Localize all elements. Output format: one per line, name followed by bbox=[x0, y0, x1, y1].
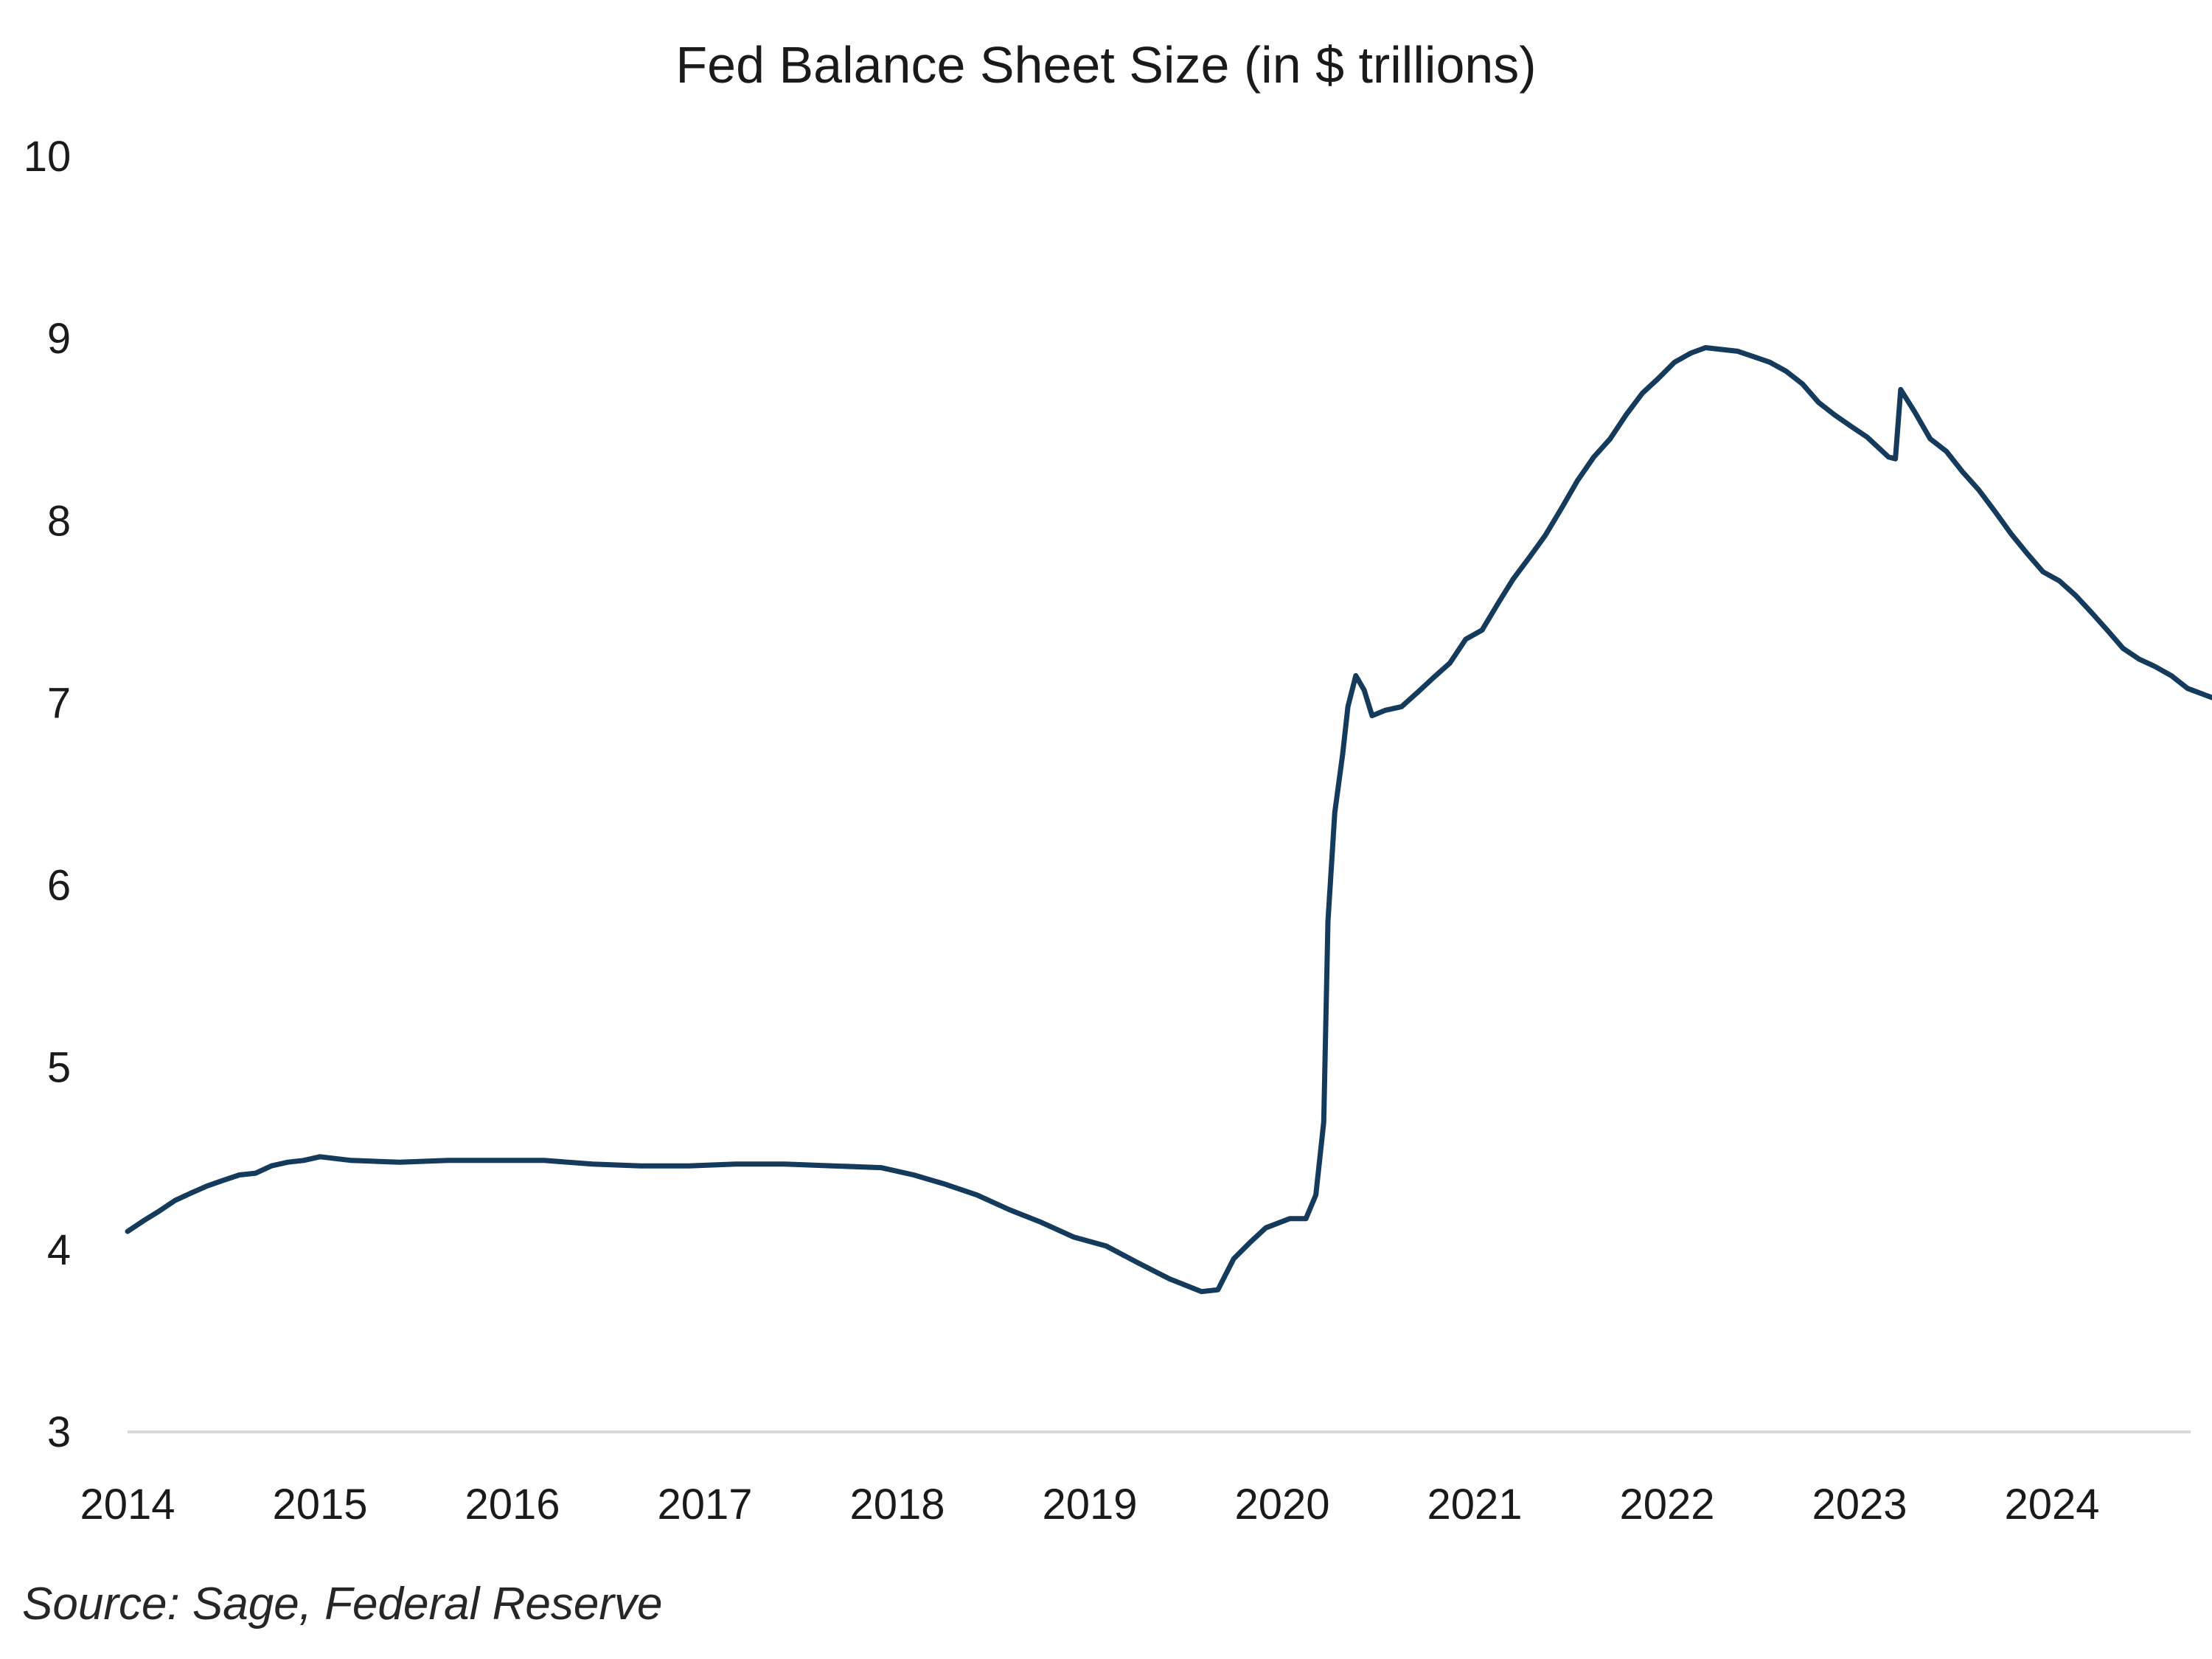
y-tick-label: 4 bbox=[47, 1226, 71, 1274]
y-tick-label: 10 bbox=[24, 133, 72, 181]
y-tick-label: 3 bbox=[47, 1408, 71, 1456]
x-tick-label: 2016 bbox=[465, 1481, 560, 1528]
y-tick-label: 7 bbox=[47, 679, 71, 727]
x-tick-label: 2020 bbox=[1234, 1481, 1329, 1528]
chart-title: Fed Balance Sheet Size (in $ trillions) bbox=[675, 36, 1537, 94]
y-axis-ticks: 3 4 5 6 7 8 9 10 bbox=[24, 133, 72, 1456]
x-tick-label: 2014 bbox=[80, 1481, 175, 1528]
x-tick-label: 2021 bbox=[1427, 1481, 1522, 1528]
series-line bbox=[125, 345, 2212, 1295]
x-tick-label: 2017 bbox=[657, 1481, 752, 1528]
y-tick-label: 5 bbox=[47, 1044, 71, 1092]
x-tick-label: 2024 bbox=[2004, 1481, 2099, 1528]
x-tick-label: 2019 bbox=[1042, 1481, 1137, 1528]
x-tick-label: 2022 bbox=[1619, 1481, 1714, 1528]
y-tick-label: 9 bbox=[47, 315, 71, 363]
source-note: Source: Sage, Federal Reserve bbox=[22, 1579, 663, 1630]
x-axis-ticks: 2014 2015 2016 2017 2018 2019 2020 2021 2022 2023… bbox=[80, 1481, 2099, 1528]
x-tick-label: 2023 bbox=[1812, 1481, 1907, 1528]
x-tick-label: 2015 bbox=[272, 1481, 367, 1528]
x-tick-label: 2018 bbox=[849, 1481, 945, 1528]
y-tick-label: 6 bbox=[47, 862, 71, 910]
y-tick-label: 8 bbox=[47, 497, 71, 545]
